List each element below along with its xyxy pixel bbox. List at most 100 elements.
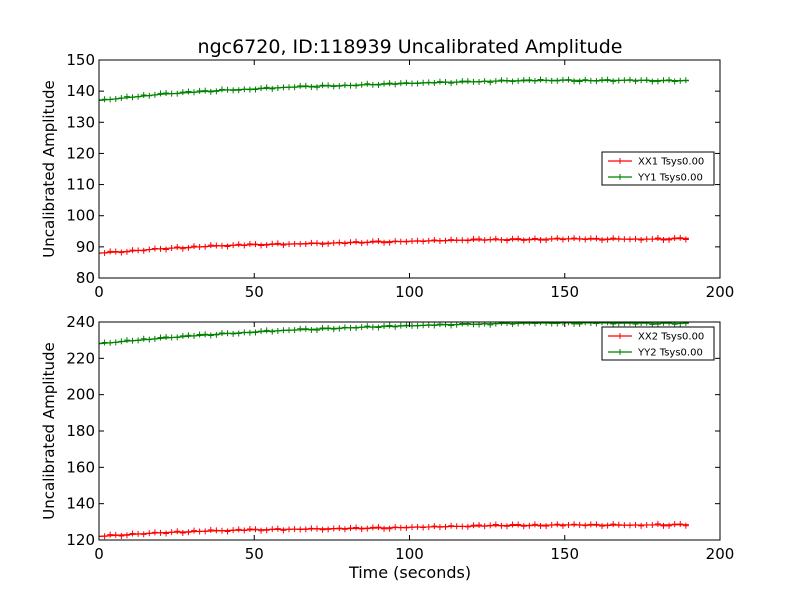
data-point: [135, 247, 142, 254]
data-point: [157, 245, 164, 252]
data-point: [481, 237, 488, 244]
data-point: [559, 76, 566, 83]
data-point: [336, 83, 343, 90]
data-point: [302, 82, 309, 89]
data-point: [118, 94, 125, 101]
data-point: [319, 82, 326, 89]
data-point: [492, 521, 499, 528]
data-point: [604, 236, 611, 243]
data-point: [358, 526, 365, 533]
data-point: [498, 522, 505, 529]
y-tick-label: 130: [66, 113, 95, 131]
data-point: [218, 329, 225, 336]
data-point: [671, 234, 678, 241]
data-point: [358, 240, 365, 247]
data-point: [107, 531, 114, 538]
data-point: [476, 235, 483, 242]
data-point: [375, 82, 382, 89]
data-point: [319, 526, 326, 533]
data-point: [403, 524, 410, 531]
data-point: [313, 327, 320, 334]
data-point: [649, 236, 656, 243]
data-point: [448, 80, 455, 87]
data-point: [146, 530, 153, 537]
data-point: [459, 322, 466, 327]
data-point: [554, 77, 561, 84]
y-tick-label: 140: [66, 495, 95, 513]
data-point: [347, 525, 354, 532]
data-point: [341, 526, 348, 533]
data-point: [448, 322, 455, 329]
data-point: [297, 82, 304, 89]
legend: XX1 Tsys0.00 YY1 Tsys0.00: [601, 151, 715, 186]
data-point: [610, 78, 617, 85]
data-point: [241, 329, 248, 336]
data-point: [207, 242, 214, 249]
data-point: [615, 235, 622, 242]
data-point: [666, 76, 673, 83]
legend-marker: [617, 349, 623, 355]
data-point: [481, 523, 488, 530]
data-point: [425, 79, 432, 86]
data-point: [280, 527, 287, 534]
data-point: [386, 322, 393, 329]
bottom-subplot: 0 50 100 150 200 120 140 160 180 200 220 240 Uncalib…: [40, 313, 734, 563]
data-point: [610, 322, 617, 327]
data-point: [503, 322, 510, 327]
data-point: [520, 523, 527, 530]
data-point: [246, 525, 253, 532]
data-point: [515, 322, 522, 327]
series-group: [99, 322, 689, 540]
data-point: [297, 241, 304, 248]
data-point: [436, 238, 443, 245]
y-tick-label: 100: [66, 207, 95, 225]
data-point: [498, 77, 505, 84]
data-point: [202, 87, 209, 94]
data-point: [213, 88, 220, 95]
data-point: [610, 235, 617, 242]
data-point: [224, 243, 231, 250]
data-point: [336, 525, 343, 532]
data-point: [191, 243, 198, 250]
data-point: [286, 241, 293, 248]
data-point: [571, 78, 578, 85]
data-point: [291, 327, 298, 334]
data-point: [381, 239, 388, 246]
data-point: [615, 77, 622, 84]
data-point: [403, 238, 410, 245]
data-point: [503, 237, 510, 244]
data-point: [123, 93, 130, 100]
data-point: [520, 322, 527, 326]
data-point: [638, 77, 645, 84]
data-point: [230, 527, 237, 534]
data-point: [241, 242, 248, 249]
data-point: [218, 86, 225, 93]
data-point: [347, 324, 354, 331]
y-tick-label: 150: [66, 51, 95, 69]
data-point: [476, 521, 483, 528]
data-point: [246, 329, 253, 336]
data-point: [626, 522, 633, 529]
data-point: [313, 84, 320, 91]
data-point: [179, 245, 186, 252]
data-point: [531, 78, 538, 85]
data-point: [336, 239, 343, 246]
data-point: [649, 521, 656, 528]
data-point: [543, 322, 550, 326]
data-point: [297, 325, 304, 332]
data-point: [196, 243, 203, 250]
data-point: [325, 526, 332, 533]
data-point: [431, 236, 438, 243]
data-point: [571, 521, 578, 528]
data-point: [263, 327, 270, 334]
data-point: [565, 235, 572, 242]
y-tick-label: 200: [66, 386, 95, 404]
data-point: [341, 324, 348, 331]
data-point: [492, 322, 499, 327]
data-point: [163, 89, 170, 96]
data-point: [269, 526, 276, 533]
data-point: [654, 235, 661, 242]
data-point: [459, 78, 466, 85]
data-point: [185, 529, 192, 536]
